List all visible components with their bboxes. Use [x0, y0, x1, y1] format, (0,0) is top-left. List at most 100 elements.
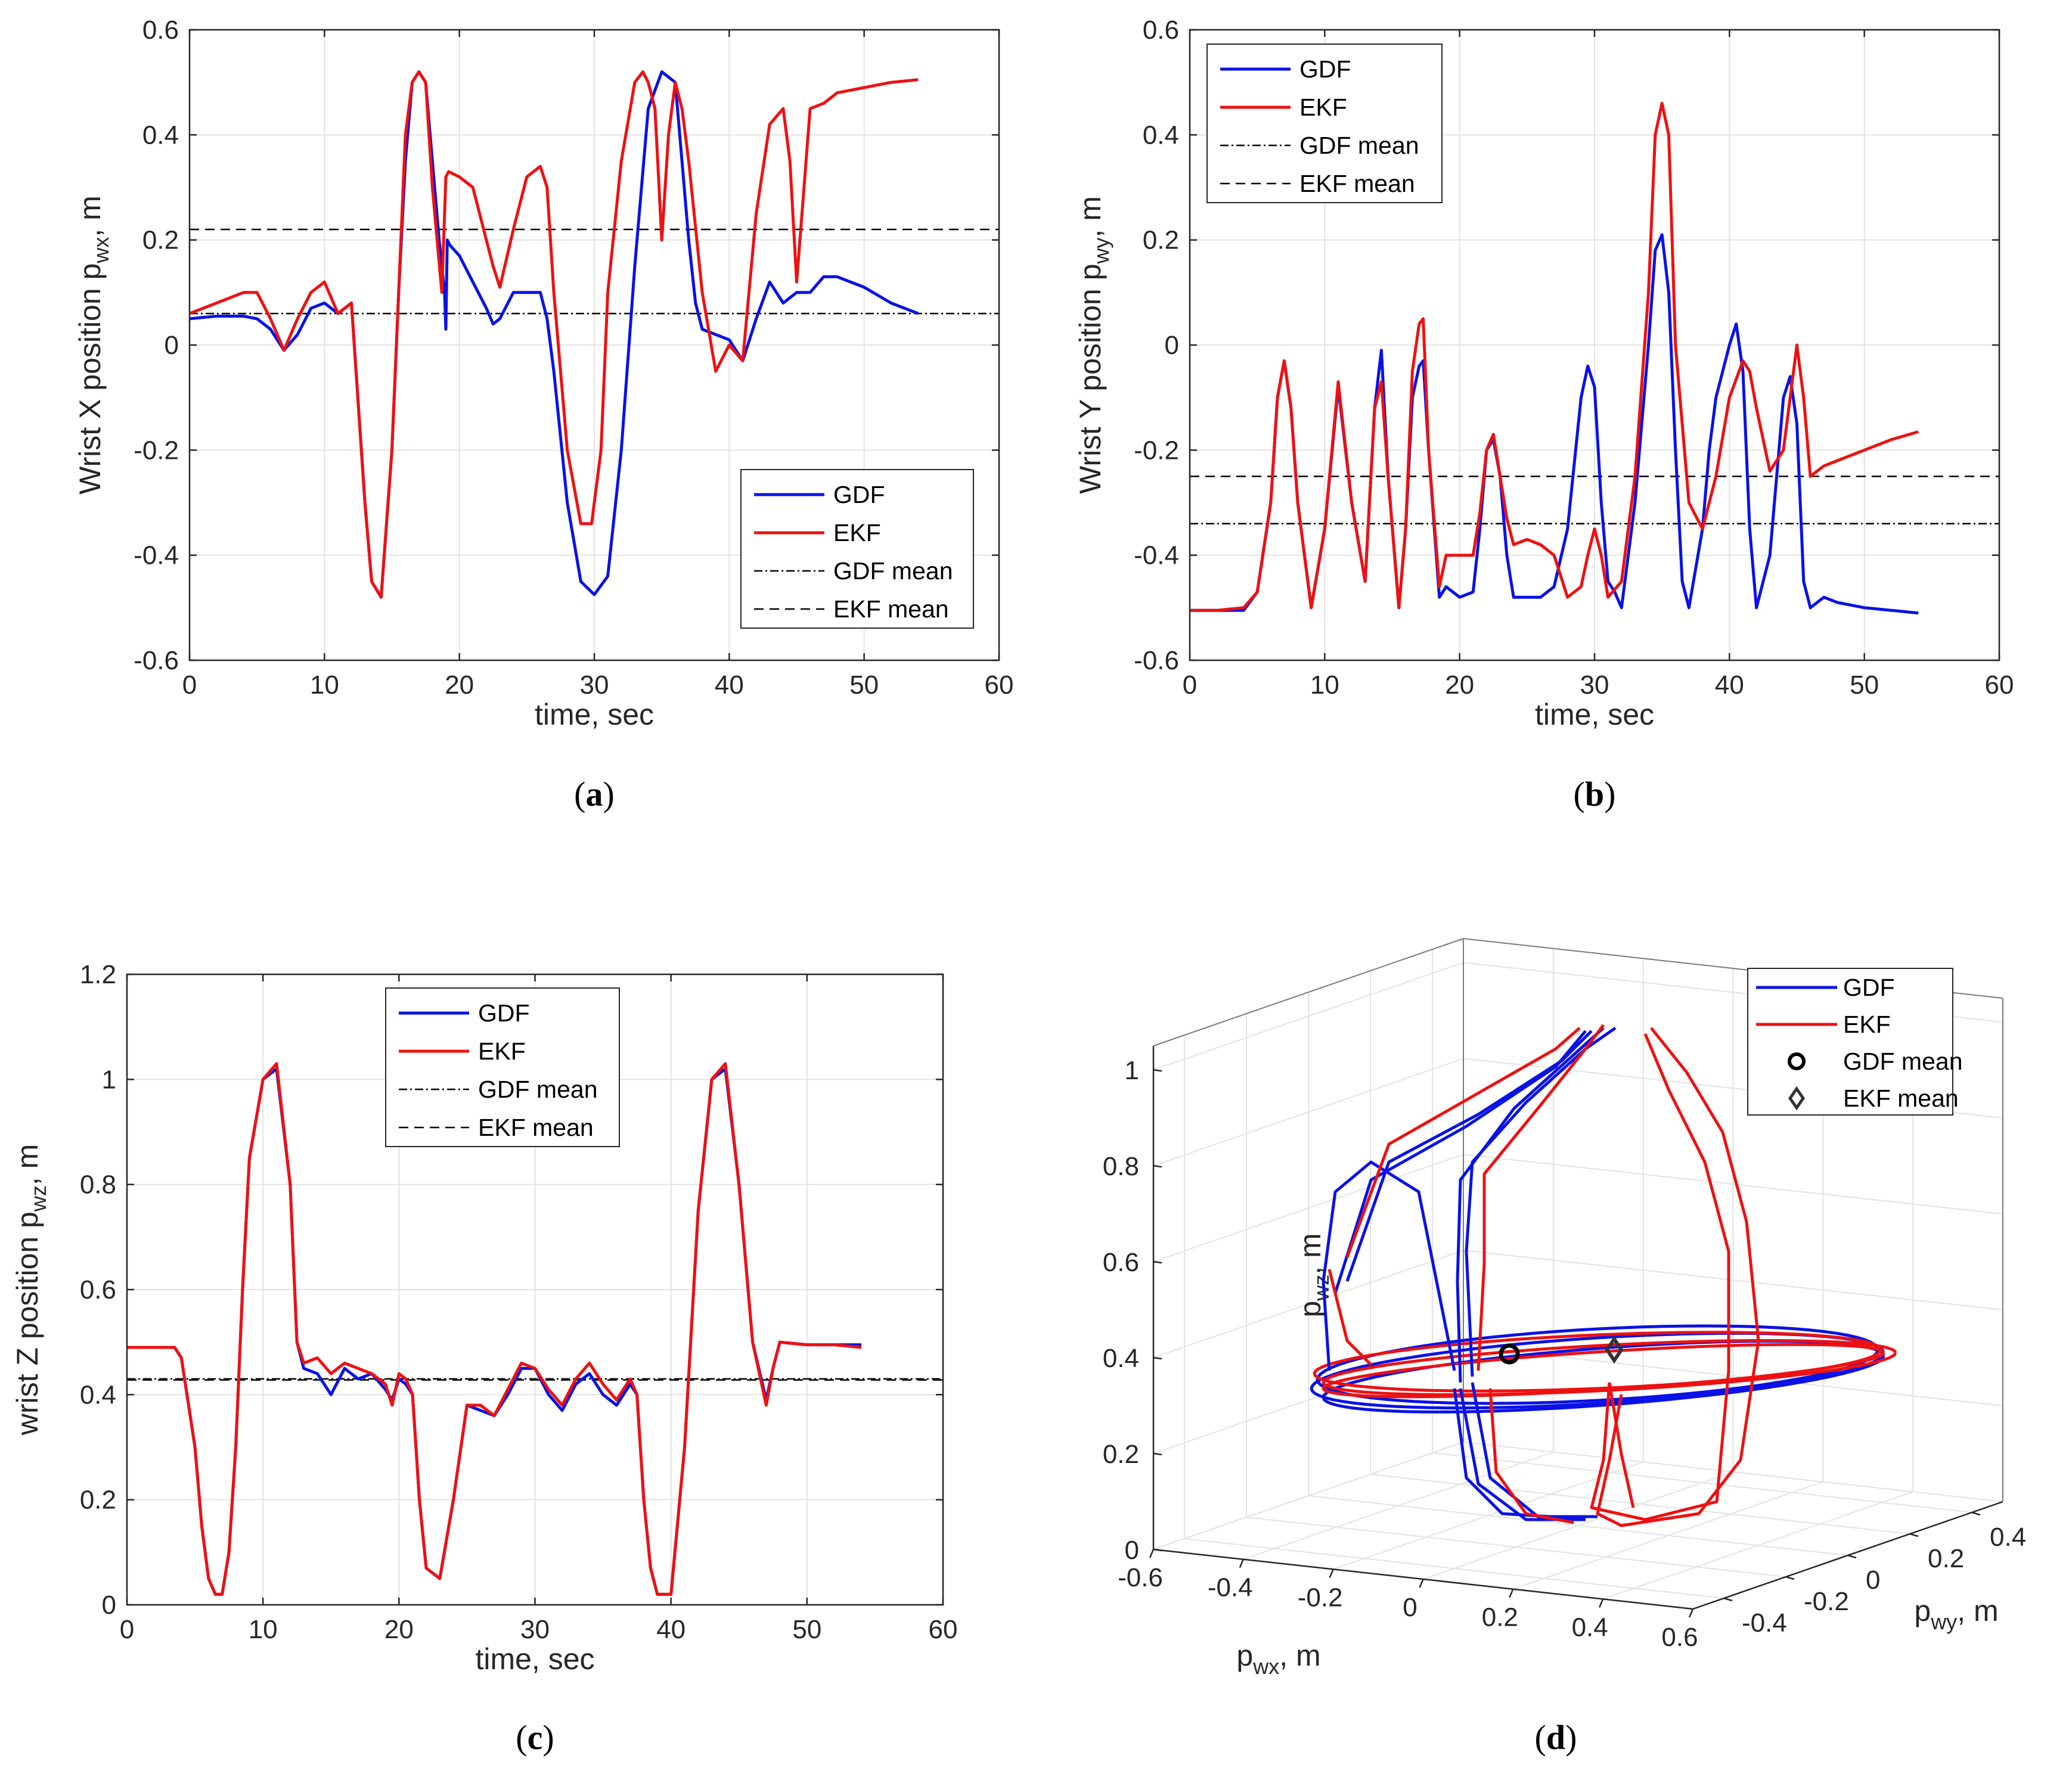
y-tick-label: 0	[1866, 1565, 1880, 1595]
grid-floor-y	[1246, 1517, 1786, 1577]
grid-side-z	[1153, 1250, 1464, 1359]
legend-label: EKF	[1843, 1011, 1891, 1038]
trajectory-ekf-arc	[1590, 1033, 1730, 1521]
z-tick-label: 0.6	[1103, 1248, 1139, 1277]
grid-floor-y	[1184, 1538, 1724, 1599]
y-tick-label: 0.6	[1143, 15, 1179, 45]
x-tick-label: 0	[1403, 1593, 1417, 1622]
panel-b: 0 10 20 30 40 50 60 -0.6 -0.4 -0.2 0 0.2 0.4 0.6 time,…	[1074, 15, 2014, 813]
y-tick	[1909, 1533, 1919, 1537]
legend-label: GDF	[1299, 55, 1351, 83]
grid-side-z	[1153, 1442, 1464, 1550]
x-tick-label: -0.2	[1298, 1583, 1343, 1612]
x-tick	[1329, 1568, 1334, 1578]
y-tick-label: 0	[165, 331, 179, 360]
x-tick-label: 20	[445, 670, 474, 700]
y-tick-label: 0	[1165, 331, 1179, 360]
x-tick-label: 60	[929, 1615, 958, 1644]
gdf-mean-marker	[1499, 1343, 1520, 1365]
y-tick-label: -0.6	[1134, 646, 1179, 675]
z-tick-label: 0.8	[1103, 1152, 1139, 1181]
grid-wall-z	[1463, 1250, 2003, 1311]
x-tick-label: 0	[1183, 670, 1197, 700]
x-tick-label: 30	[580, 670, 609, 700]
x-tick-label: 40	[656, 1615, 686, 1644]
x-axis-label: pwx, m	[1236, 1639, 1320, 1679]
series-ekf-line	[1190, 101, 1919, 612]
y-tick	[1847, 1554, 1857, 1559]
z-tick	[1153, 1548, 1162, 1552]
trajectory-gdf-loop	[1316, 1324, 1879, 1405]
y-axis-label: Wrist X position pwx, m	[73, 195, 113, 495]
legend-label: GDF mean	[478, 1076, 598, 1103]
trajectory-ekf-arc	[1345, 1027, 1581, 1258]
y-tick-label: 0.4	[80, 1380, 116, 1409]
legend-label: EKF mean	[833, 595, 949, 623]
z-tick-label: 0.2	[1103, 1440, 1139, 1469]
panel-caption: (a)	[574, 775, 615, 813]
trajectory-ekf-loop	[1322, 1343, 1885, 1399]
x-tick-label: 10	[1310, 670, 1339, 700]
x-tick-label: 50	[792, 1615, 821, 1644]
x-tick-label: 30	[520, 1615, 550, 1644]
legend: GDF EKF GDF mean EKF mean	[1206, 44, 1443, 203]
x-tick-label: -0.6	[1118, 1563, 1163, 1592]
trajectory-gdf-arc	[1345, 1030, 1593, 1282]
x-tick	[1239, 1559, 1244, 1568]
grid-floor-y	[1308, 1495, 1848, 1556]
panel-c: 0 10 20 30 40 50 60 0 0.2 0.4 0.6 0.8 1 1.2 time, sec w…	[11, 960, 957, 1757]
x-tick-label: 0.4	[1572, 1613, 1608, 1642]
z-tick-label: 0	[1125, 1536, 1139, 1565]
z-tick	[1153, 1452, 1162, 1456]
panel-d: -0.6 -0.4 -0.2 0 0.2 0.4 0.6 -0.4 -0.2 0 0.2 0.4 0 0.…	[1103, 938, 2026, 1757]
y-axis-label: wrist Z position pwz, m	[11, 1144, 51, 1436]
x-tick-label: -0.4	[1208, 1573, 1253, 1602]
y-tick-label: 0	[102, 1591, 116, 1620]
trajectory-ekf-arc	[1608, 1382, 1635, 1508]
trajectory-ekf-arc	[1327, 1269, 1372, 1366]
y-tick-label: 0.4	[1143, 120, 1179, 150]
y-tick-label: -0.4	[1134, 541, 1179, 570]
legend-label: GDF mean	[1299, 132, 1419, 159]
trajectory-ekf-arc	[1488, 1388, 1574, 1524]
z-tick	[1153, 1069, 1162, 1072]
x-tick-label: 0	[120, 1615, 134, 1644]
trajectory-gdf-arc	[1456, 1027, 1605, 1383]
x-tick-label: 50	[1850, 670, 1879, 700]
x-tick-label: 60	[1985, 670, 2014, 700]
grid-side-z	[1153, 962, 1464, 1071]
z-tick-label: 1	[1125, 1056, 1139, 1085]
y-tick-label: 0.2	[80, 1486, 116, 1515]
x-tick	[1509, 1589, 1514, 1598]
panel-a: 0 10 20 30 40 50 60 -0.6 -0.4 -0.2 0 0.2 0.4 0.6 time,…	[73, 15, 1013, 813]
trajectory-gdf-arc	[1465, 1026, 1617, 1377]
grid-wall-z	[1463, 1154, 2003, 1215]
z-tick	[1153, 1356, 1162, 1360]
legend: GDF EKF GDF mean EKF mean	[740, 469, 974, 629]
legend-box	[1747, 968, 1953, 1116]
series-ekf-line	[127, 1062, 862, 1596]
y-tick-label: 0.8	[80, 1170, 116, 1200]
x-axis-label: time, sec	[1535, 698, 1654, 731]
y-tick-label: -0.2	[134, 436, 179, 465]
trajectory-gdf-arc	[1322, 1160, 1456, 1371]
x-tick	[1419, 1579, 1424, 1588]
grid-side-z	[1153, 1346, 1464, 1454]
y-tick-label: -0.4	[1742, 1608, 1787, 1638]
legend: GDF EKF GDF mean EKF mean	[1747, 968, 1963, 1116]
z-tick	[1153, 1260, 1162, 1264]
y-tick-label: -0.2	[1804, 1587, 1849, 1616]
x-tick-label: 60	[985, 670, 1014, 700]
x-tick-label: 20	[1445, 670, 1474, 700]
legend-label: EKF	[478, 1038, 526, 1065]
panel-caption: (c)	[516, 1718, 554, 1757]
legend: GDF EKF GDF mean EKF mean	[385, 987, 620, 1147]
y-tick-label: 0.4	[142, 120, 179, 150]
panel-caption: (d)	[1535, 1718, 1577, 1757]
y-tick-label: 0.6	[142, 15, 179, 45]
legend-label: GDF mean	[833, 557, 953, 585]
z-tick	[1153, 1164, 1162, 1168]
x-tick-label: 10	[310, 670, 339, 700]
trajectory-ekf-arc	[1477, 1024, 1605, 1371]
grid-side-z	[1153, 1154, 1464, 1263]
